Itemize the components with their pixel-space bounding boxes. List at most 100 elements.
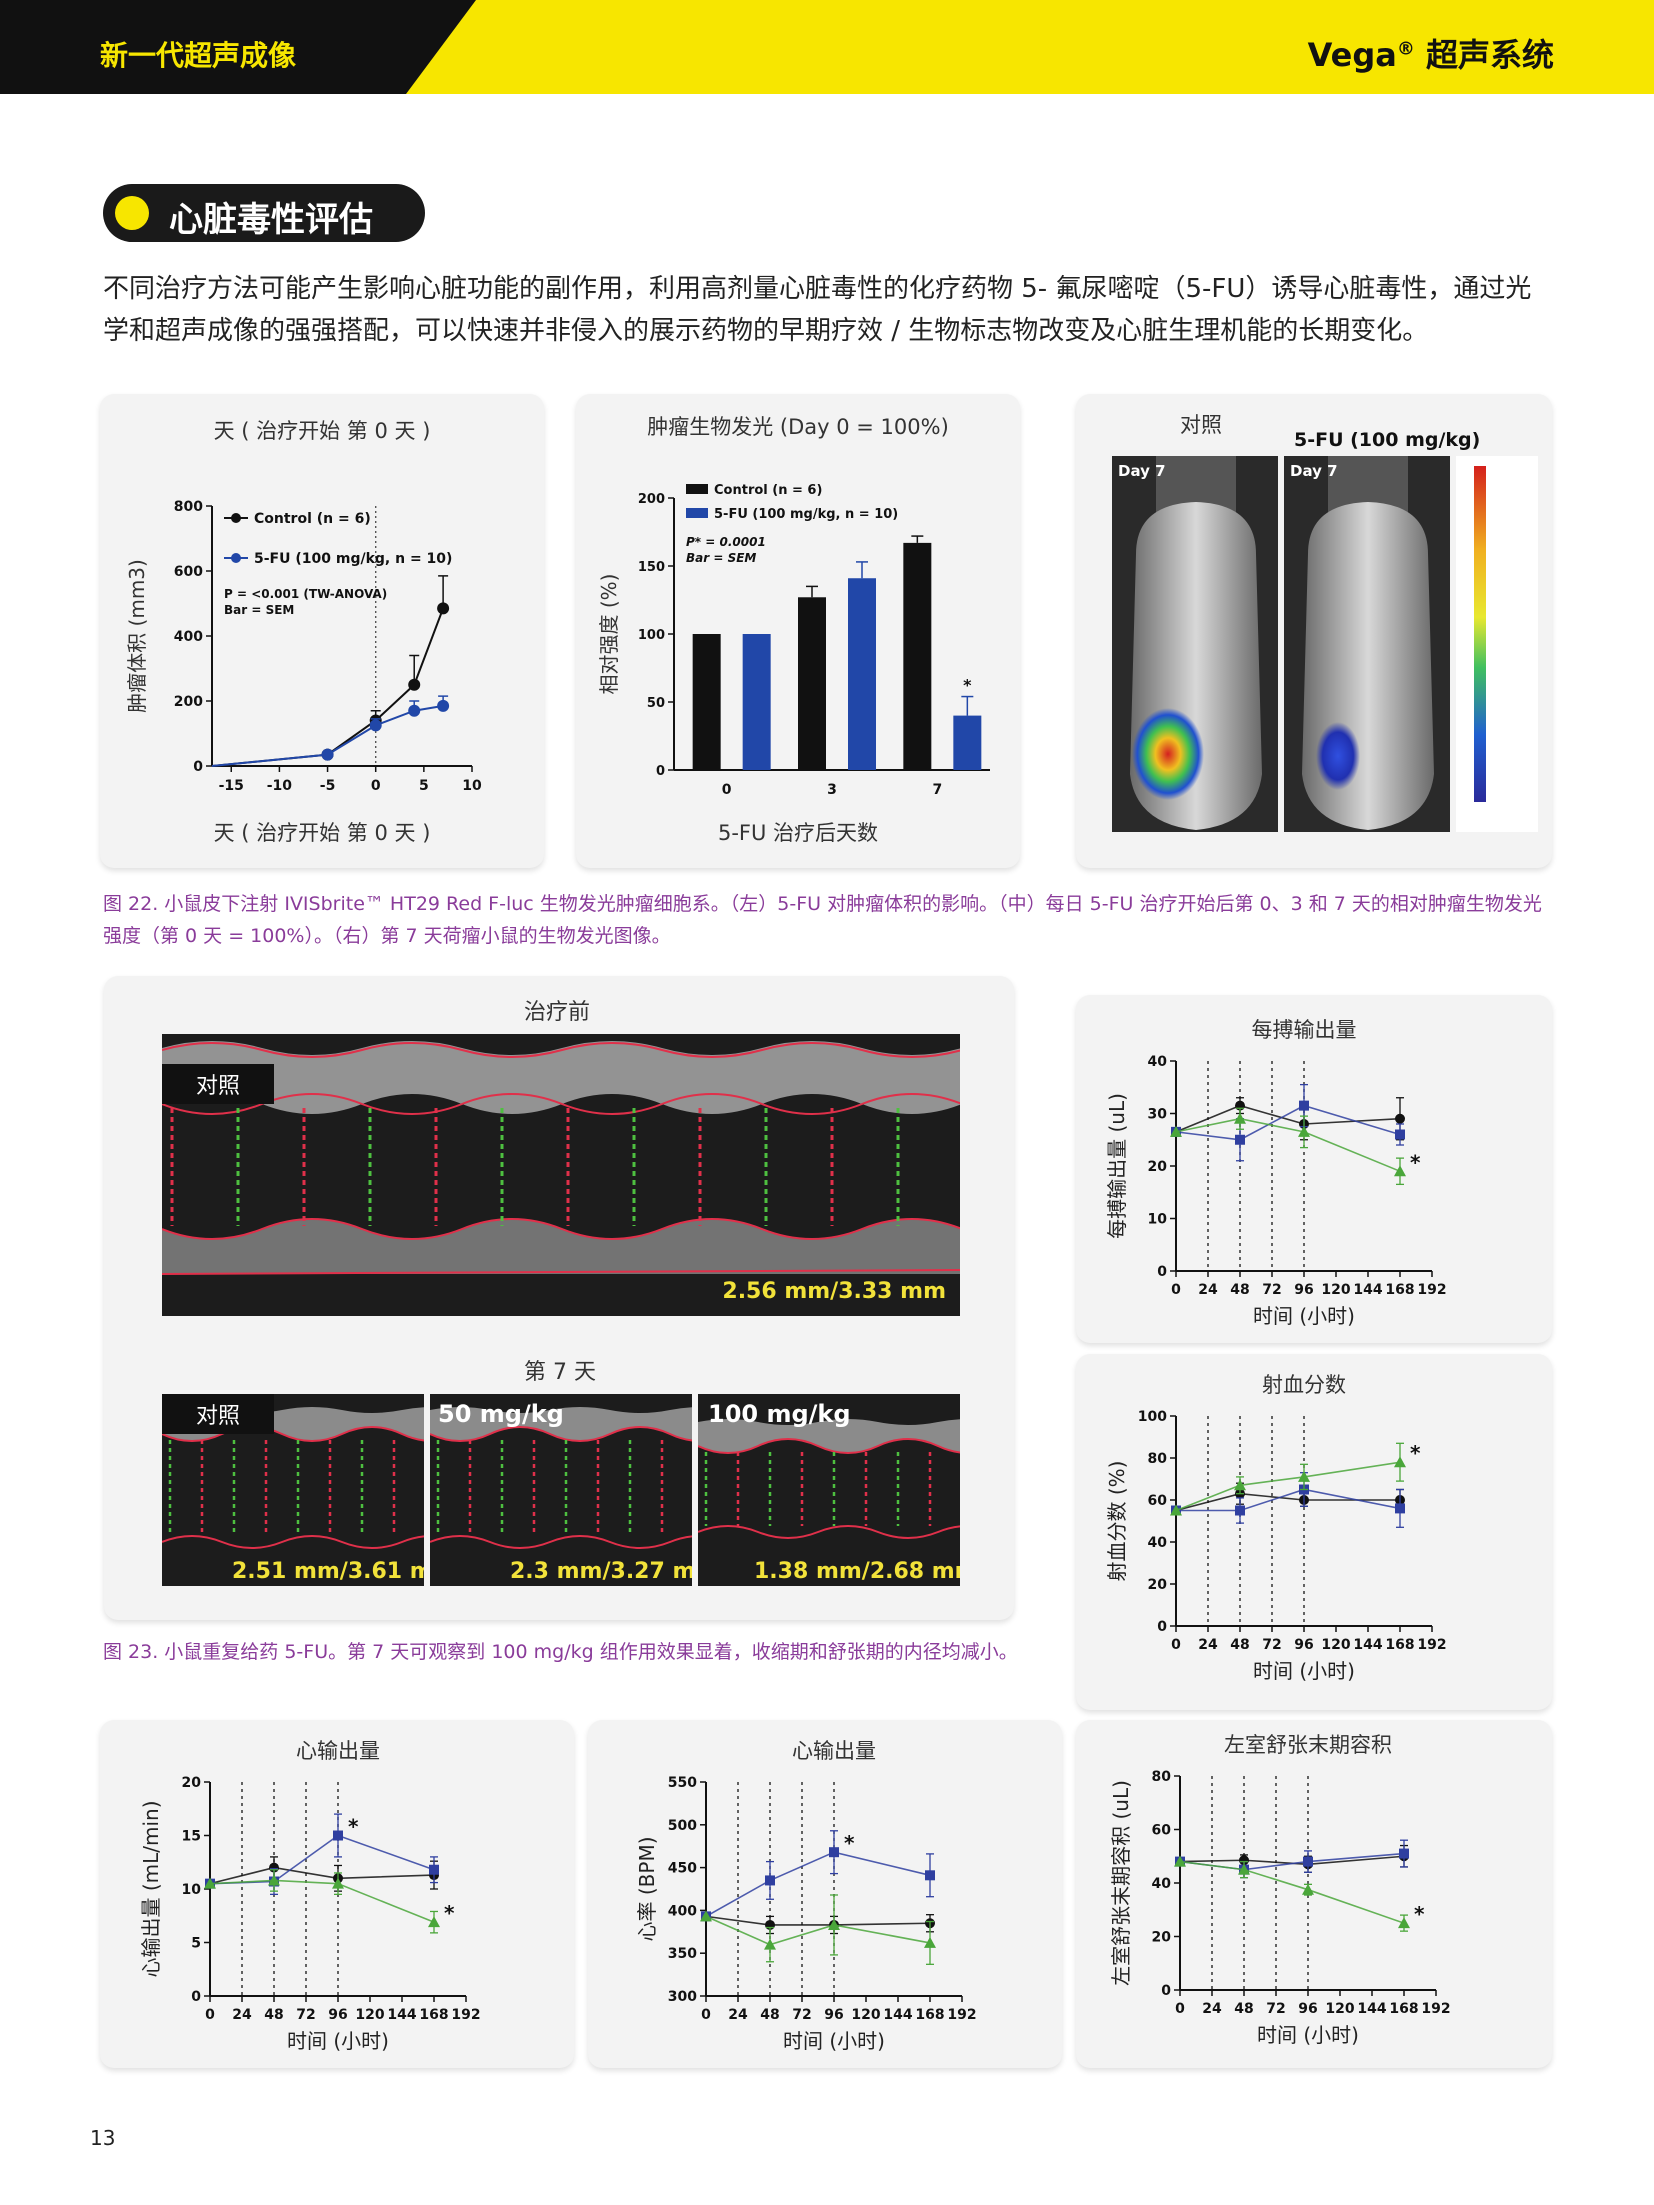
data-point (429, 1864, 439, 1875)
x-tick-label: -5 (320, 778, 336, 794)
x-tick-label: -15 (219, 778, 244, 794)
mmode-trace (162, 1535, 424, 1549)
header-black-band (0, 0, 476, 94)
series-line-2 (1175, 1117, 1401, 1172)
tumor-volume-chart: 天 ( 治疗开始 第 0 天 ) 0 200 400 600 800 -15 -10 -5 0 5 1… (125, 419, 482, 845)
data-point (1394, 1456, 1406, 1468)
mmode-before-image: 对照 2.56 mm/3.33 mm (162, 1034, 960, 1316)
x-tick-label: 144 (1353, 1637, 1382, 1653)
pill-dot-icon (115, 196, 149, 230)
x-tick-label: 120 (1321, 1637, 1350, 1653)
y-tick-label: 600 (174, 564, 203, 580)
day7-title: 第 7 天 (524, 1360, 596, 1385)
series-line-2 (705, 1915, 931, 1946)
series-line-1 (1175, 1104, 1401, 1141)
data-point (1235, 1134, 1245, 1145)
x-axis-label: 5-FU 治疗后天数 (718, 821, 878, 845)
page-header: 新一代超声成像 Vega® 超声系统 (0, 0, 1654, 94)
data-point (1174, 1855, 1186, 1867)
y-tick-label: 80 (1148, 1451, 1168, 1467)
data-point (321, 748, 334, 761)
x-tick-label: 48 (760, 2007, 779, 2023)
y-axis-label: 肿瘤体积 (mm3) (125, 559, 149, 713)
data-point (764, 1938, 776, 1950)
treated-image-label: 5-FU (100 mg/kg) (1294, 429, 1480, 451)
x-tick-label: 120 (1321, 1282, 1350, 1298)
x-tick-label: 48 (1230, 1282, 1249, 1298)
data-point (428, 1916, 440, 1928)
data-point (1170, 1125, 1182, 1137)
x-tick-label: 48 (264, 2007, 283, 2023)
mmode-trace (698, 1525, 960, 1539)
data-point (437, 699, 450, 712)
data-point (1395, 1503, 1405, 1514)
data-point (1298, 1125, 1310, 1137)
chart-title: 射血分数 (1262, 1373, 1346, 1397)
y-tick-label: 100 (1138, 1409, 1167, 1425)
x-axis-label: 时间 (小时) (1257, 2023, 1359, 2047)
data-point (1394, 1165, 1406, 1177)
data-point (1298, 1470, 1310, 1482)
x-tick-label: 144 (1357, 2001, 1386, 2017)
series-line-0 (1175, 1492, 1400, 1512)
heart-rate-chart: 心输出量 300 350 400 450 500 550 0 24 48 72 96 120 144 168… (635, 1739, 977, 2053)
y-tick-label: 800 (174, 499, 203, 515)
legend-label: 5-FU (100 mg/kg, n = 10) (254, 551, 452, 567)
y-tick-label: 0 (1157, 1619, 1167, 1635)
data-point (1303, 1856, 1313, 1867)
y-axis-label: 左室舒张末期容积 (uL) (1109, 1780, 1133, 1986)
x-tick-label: 168 (1385, 1637, 1414, 1653)
data-point (1398, 1917, 1410, 1929)
lvedv-panel: 左室舒张末期容积 0 20 40 60 80 0 24 48 72 96 120 144 168 192 时间… (1076, 1720, 1552, 2068)
header-left-title: 新一代超声成像 (100, 39, 297, 72)
cardiac-output-panel: 心输出量 0 5 10 15 20 0 24 48 72 96 120 144 168 192 时间 (小时)… (100, 1720, 574, 2068)
legend-swatch (686, 508, 708, 518)
mmode-wall (698, 1419, 960, 1453)
x-tick-label: 168 (915, 2007, 944, 2023)
significance-star: * (1410, 1441, 1421, 1465)
data-point (1170, 1504, 1182, 1516)
bar (742, 634, 771, 770)
data-point (1302, 1883, 1314, 1895)
fig23-caption: 图 23. 小鼠重复给药 5-FU。第 7 天可观察到 100 mg/kg 组作… (103, 1641, 1018, 1663)
x-tick-label: 24 (728, 2007, 748, 2023)
before-measurement: 2.56 mm/3.33 mm (722, 1279, 946, 1304)
section-title-pill: 心脏毒性评估 (103, 184, 425, 242)
mmode-trace (430, 1535, 692, 1549)
y-axis-label: 每搏输出量 (uL) (1105, 1093, 1129, 1239)
series-line-2 (1175, 1461, 1401, 1512)
section-title: 心脏毒性评估 (169, 200, 373, 240)
series-line-0 (211, 608, 445, 767)
y-tick-label: 40 (1152, 1876, 1172, 1892)
mmode-trace (698, 1438, 960, 1454)
significance-star: * (348, 1815, 359, 1839)
x-tick-label: 72 (1262, 1282, 1281, 1298)
data-point (924, 1936, 936, 1948)
x-tick-label: 24 (1198, 1282, 1218, 1298)
y-tick-label: 50 (647, 696, 665, 711)
bar (798, 597, 826, 770)
mouse-bioluminescence-images: 对照 5-FU (100 mg/kg) Day 7 Day 7 (1112, 413, 1538, 832)
y-tick-label: 40 (1148, 1535, 1168, 1551)
y-tick-label: 80 (1152, 1769, 1172, 1785)
y-tick-label: 200 (174, 694, 203, 710)
x-tick-label: 168 (1385, 1282, 1414, 1298)
stats-text: P = <0.001 (TW-ANOVA) (224, 587, 387, 601)
x-tick-label: 96 (328, 2007, 347, 2023)
treated-tumor-signal (1316, 722, 1360, 790)
brand-name: Vega (1307, 36, 1397, 74)
series-line-1 (1176, 1488, 1401, 1512)
data-point (369, 719, 382, 732)
y-tick-label: 0 (1157, 1264, 1167, 1280)
mmode-day7-100mg: 100 mg/kg 1.38 mm/2.68 mm (698, 1394, 960, 1586)
ejection-fraction-chart: 射血分数 0 20 40 60 80 100 0 24 48 72 96 120 144 168 192 时间 … (1105, 1373, 1447, 1683)
x-tick-label: 0 (1175, 2001, 1185, 2017)
series-line-0 (1175, 1104, 1401, 1133)
x-tick-label: 192 (947, 2007, 976, 2023)
chart-title: 左室舒张末期容积 (1224, 1733, 1392, 1757)
data-point (925, 1870, 935, 1881)
significance-star: * (963, 676, 972, 695)
color-scale-bar (1474, 466, 1486, 802)
y-tick-label: 10 (182, 1882, 202, 1898)
series-line-2 (1179, 1860, 1405, 1924)
